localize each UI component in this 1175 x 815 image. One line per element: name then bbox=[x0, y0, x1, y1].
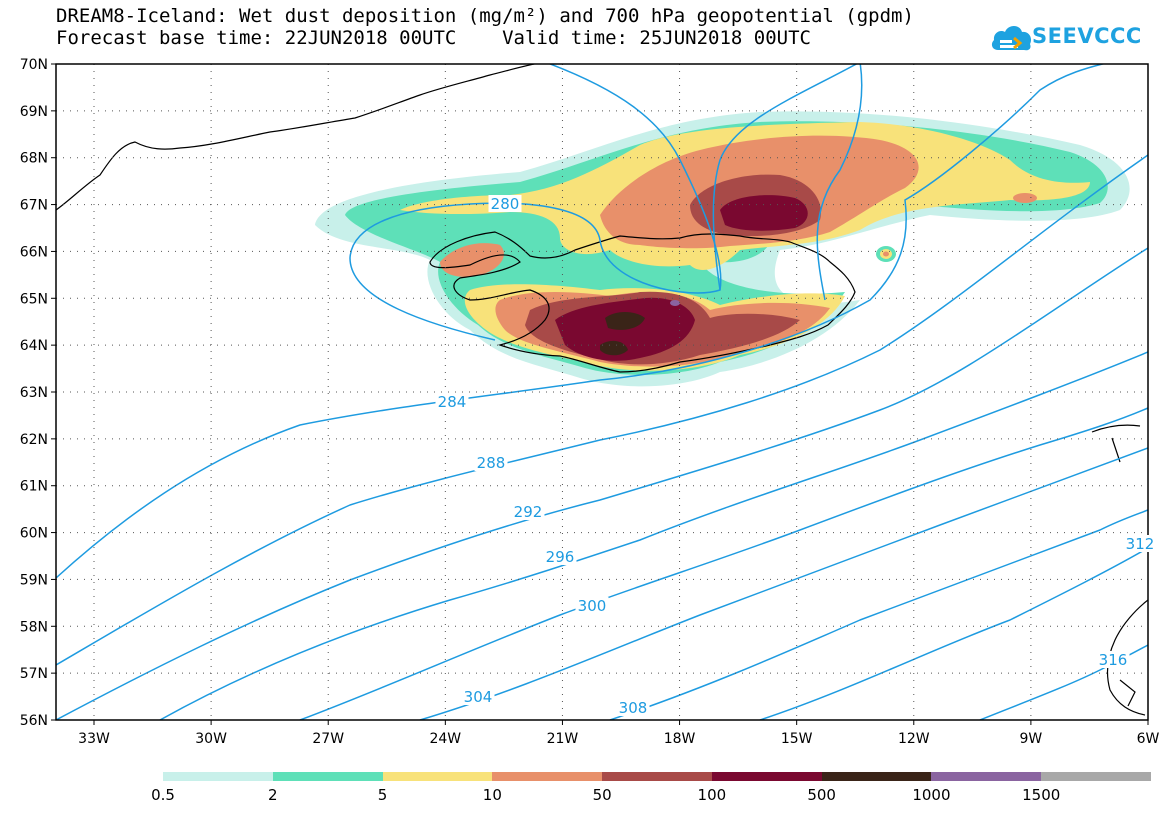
deposition-1000-area bbox=[670, 300, 680, 306]
deposition-500-area bbox=[605, 312, 645, 330]
contour-292 bbox=[56, 247, 1148, 720]
legend-swatch bbox=[163, 772, 273, 781]
contour-label: 288 bbox=[477, 454, 506, 472]
lon-label: 12W bbox=[898, 731, 930, 747]
contour-label-bg bbox=[461, 688, 495, 705]
seevccc-logo: SEEVCCC bbox=[990, 18, 1142, 58]
contour-labels: 280 284 288 292 296 300 304 308 312 316 bbox=[435, 195, 1157, 717]
geopotential-contour-layer bbox=[56, 64, 1148, 720]
faroe-coastline bbox=[1091, 424, 1141, 463]
iceland-coastline bbox=[429, 231, 856, 373]
contour-label: 292 bbox=[514, 503, 543, 521]
lat-label: 60N bbox=[20, 526, 48, 542]
lon-label: 33W bbox=[78, 731, 110, 747]
axis-labels: 70N 69N 68N 67N 66N 65N 64N 63N 62N 61N 60N 59N 58N 5… bbox=[20, 57, 1160, 747]
lat-label: 66N bbox=[20, 244, 48, 260]
lon-label: 9W bbox=[1020, 731, 1043, 747]
shetland-coastline bbox=[1119, 679, 1136, 707]
lon-label: 15W bbox=[781, 731, 813, 747]
map-subtitle: Forecast base time: 22JUN2018 00UTC Vali… bbox=[56, 27, 811, 49]
legend-threshold-label: 2 bbox=[267, 786, 278, 804]
contour-label-bg bbox=[488, 195, 522, 212]
logo-text: SEEVCCC bbox=[1032, 24, 1142, 48]
contour-284 bbox=[56, 64, 1106, 579]
lon-label: 24W bbox=[429, 731, 461, 747]
contour-label-bg bbox=[474, 454, 508, 471]
graticule bbox=[51, 63, 1149, 725]
legend-threshold-label: 10 bbox=[482, 786, 502, 804]
contour-300 bbox=[299, 407, 1148, 720]
map-frame bbox=[55, 63, 1149, 721]
map-title: DREAM8-Iceland: Wet dust deposition (mg/… bbox=[56, 5, 914, 27]
deposition-100-area bbox=[720, 195, 808, 231]
greenland-coastline bbox=[56, 64, 537, 211]
contour-label: 296 bbox=[546, 548, 575, 566]
lat-label: 69N bbox=[20, 104, 48, 120]
lat-label: 67N bbox=[20, 198, 48, 214]
deposition-spot bbox=[1013, 193, 1037, 203]
lat-label: 59N bbox=[20, 572, 48, 588]
lat-label: 61N bbox=[20, 479, 48, 495]
legend-swatch bbox=[931, 772, 1042, 781]
legend-swatch bbox=[382, 772, 493, 781]
contour-label: 280 bbox=[491, 195, 520, 213]
contour-label: 300 bbox=[578, 597, 607, 615]
lat-label: 70N bbox=[20, 57, 48, 73]
lon-label: 30W bbox=[195, 731, 227, 747]
contour-label-bg bbox=[1123, 535, 1157, 552]
lat-label: 68N bbox=[20, 151, 48, 167]
coastline-layer bbox=[56, 64, 1148, 716]
contour-label: 316 bbox=[1099, 651, 1128, 669]
legend-threshold-label: 1000 bbox=[912, 786, 951, 804]
legend-threshold-label: 5 bbox=[377, 786, 388, 804]
legend-threshold-label: 1500 bbox=[1022, 786, 1061, 804]
legend-threshold-label: 50 bbox=[592, 786, 612, 804]
contour-label: 284 bbox=[438, 393, 467, 411]
legend-swatch bbox=[821, 772, 932, 781]
contour-280 bbox=[349, 64, 722, 341]
lon-label: 6W bbox=[1137, 731, 1160, 747]
contour-288 bbox=[56, 154, 1148, 666]
legend-threshold-label: 100 bbox=[697, 786, 727, 804]
legend-swatch bbox=[272, 772, 383, 781]
contour-304 bbox=[419, 447, 1148, 720]
contour-label-bg bbox=[543, 548, 577, 565]
lat-label: 56N bbox=[20, 713, 48, 729]
contour-308 bbox=[609, 509, 1148, 720]
contour-280-east bbox=[712, 64, 858, 291]
contour-label-bg bbox=[511, 503, 545, 520]
lat-label: 65N bbox=[20, 291, 48, 307]
lat-label: 64N bbox=[20, 338, 48, 354]
contour-296 bbox=[159, 351, 1148, 720]
contour-label-bg bbox=[616, 699, 650, 716]
lon-label: 21W bbox=[547, 731, 579, 747]
lat-label: 63N bbox=[20, 385, 48, 401]
legend-threshold-label: 0.5 bbox=[151, 786, 175, 804]
contour-label: 308 bbox=[619, 699, 648, 717]
legend-swatch bbox=[492, 772, 603, 781]
deposition-500-area bbox=[600, 340, 628, 356]
legend-colorbar bbox=[163, 772, 1152, 781]
lat-label: 62N bbox=[20, 432, 48, 448]
contour-label-bg bbox=[1096, 651, 1130, 668]
contour-label-bg bbox=[435, 393, 469, 410]
legend-swatch bbox=[1041, 772, 1152, 781]
deposition-spot bbox=[883, 251, 889, 257]
lon-label: 18W bbox=[664, 731, 696, 747]
contour-label-bg bbox=[575, 597, 609, 614]
contour-280-east2 bbox=[816, 64, 863, 301]
dust-deposition-field bbox=[315, 111, 1130, 387]
lon-label: 27W bbox=[312, 731, 344, 747]
lat-label: 57N bbox=[20, 666, 48, 682]
lat-label: 58N bbox=[20, 619, 48, 635]
legend-swatch bbox=[602, 772, 712, 781]
contour-316 bbox=[979, 644, 1148, 720]
contour-label: 312 bbox=[1126, 535, 1155, 553]
contour-label: 304 bbox=[464, 688, 493, 706]
cloud-icon bbox=[991, 26, 1032, 51]
legend-threshold-label: 500 bbox=[807, 786, 836, 804]
legend-swatch bbox=[711, 772, 822, 781]
contour-312 bbox=[759, 547, 1148, 720]
